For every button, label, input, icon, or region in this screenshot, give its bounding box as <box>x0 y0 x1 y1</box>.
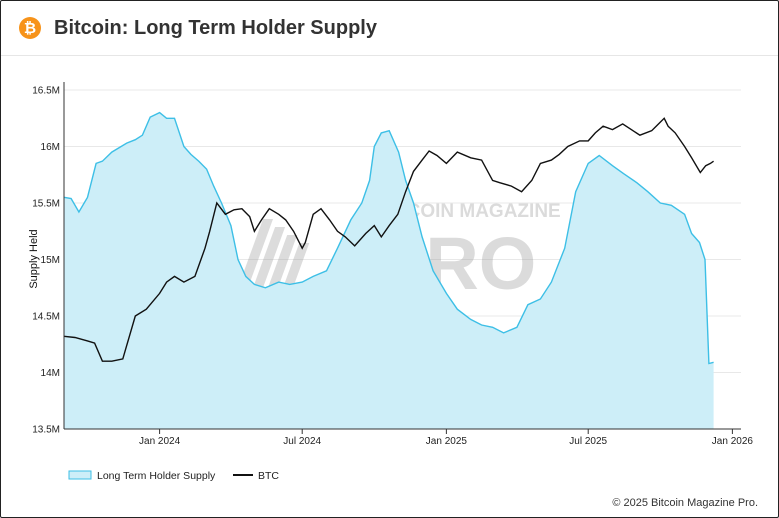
chart-title: Bitcoin: Long Term Holder Supply <box>54 17 377 39</box>
x-tick-label: Jan 2024 <box>139 436 181 447</box>
x-tick-label: Jan 2025 <box>426 436 468 447</box>
y-tick-label: 13.5M <box>32 425 60 436</box>
watermark-line1: BITCOIN MAGAZINE <box>376 201 561 222</box>
y-tick-label: 16.5M <box>32 86 60 97</box>
y-tick-label: 14M <box>41 368 60 379</box>
legend[interactable]: Long Term Holder Supply BTC <box>68 470 279 482</box>
x-tick-label: Jan 2026 <box>712 436 754 447</box>
x-tick-label: Jul 2024 <box>283 436 321 447</box>
y-tick-label: 16M <box>41 142 60 153</box>
legend-label-lth: Long Term Holder Supply <box>97 470 216 482</box>
watermark-logo-icon <box>237 219 310 289</box>
y-tick-label: 14.5M <box>32 312 60 323</box>
lth-supply-line <box>63 111 714 365</box>
chart-header: ₿ Bitcoin: Long Term Holder Supply <box>1 1 778 56</box>
bitcoin-logo-icon: ₿ <box>19 17 41 39</box>
x-axis: Jan 2024 Jul 2024 Jan 2025 Jul 2025 Jan 2026 <box>139 429 753 447</box>
copyright-text: © 2025 Bitcoin Magazine Pro. <box>612 497 758 509</box>
y-tick-label: 15M <box>41 255 60 266</box>
legend-swatch-lth <box>68 470 92 480</box>
legend-label-btc: BTC <box>258 470 279 482</box>
btc-price-line <box>63 117 714 362</box>
y-axis: 13.5M 14M 14.5M 15M 15.5M 16M 16.5M <box>32 86 60 436</box>
y-axis-title: Supply Held <box>28 229 40 288</box>
y-tick-label: 15.5M <box>32 199 60 210</box>
lth-supply-area <box>64 112 714 429</box>
x-tick-label: Jul 2025 <box>569 436 607 447</box>
